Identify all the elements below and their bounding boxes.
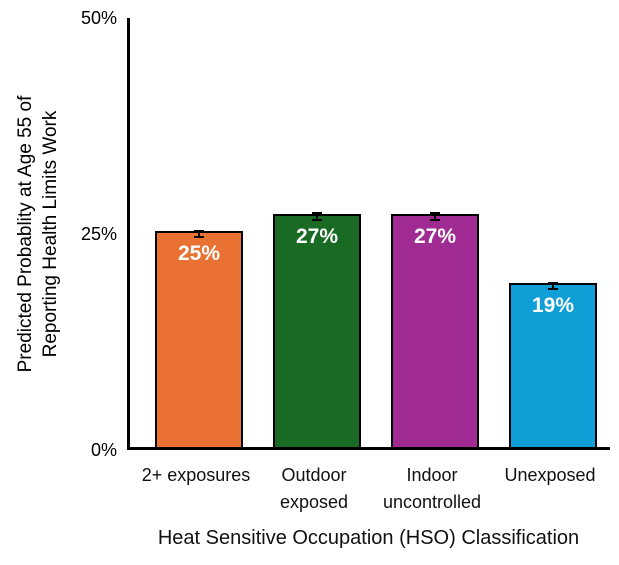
y-tick-label: 25% — [80, 224, 117, 244]
bar-value-label: 27% — [295, 224, 339, 248]
y-tick-label: 0% — [90, 440, 117, 460]
plot-area: 25% 27% 27% 19% — [127, 18, 610, 450]
x-axis-title: Heat Sensitive Occupation (HSO) Classifi… — [157, 527, 580, 549]
error-bar — [548, 281, 558, 291]
bar-value-label: 27% — [413, 224, 457, 248]
category-label: Unexposed — [504, 465, 596, 485]
bar-4: 19% — [509, 282, 597, 447]
error-bar — [312, 212, 322, 222]
error-bar — [194, 229, 204, 239]
y-axis-title-line1: Predicted Probablity at Age 55 of — [15, 95, 36, 373]
category-label: 2+ exposures — [141, 465, 251, 485]
category-label: Indoor uncontrolled — [382, 465, 482, 512]
error-bar — [430, 212, 440, 222]
bar-value-label: 19% — [531, 293, 575, 317]
category-label: Outdoor exposed — [279, 465, 349, 512]
bar-1: 25% — [155, 231, 243, 447]
y-tick-label: 50% — [80, 8, 117, 28]
bar-2: 27% — [273, 213, 361, 447]
bar-3: 27% — [391, 213, 479, 447]
bar-value-label: 25% — [177, 242, 221, 265]
